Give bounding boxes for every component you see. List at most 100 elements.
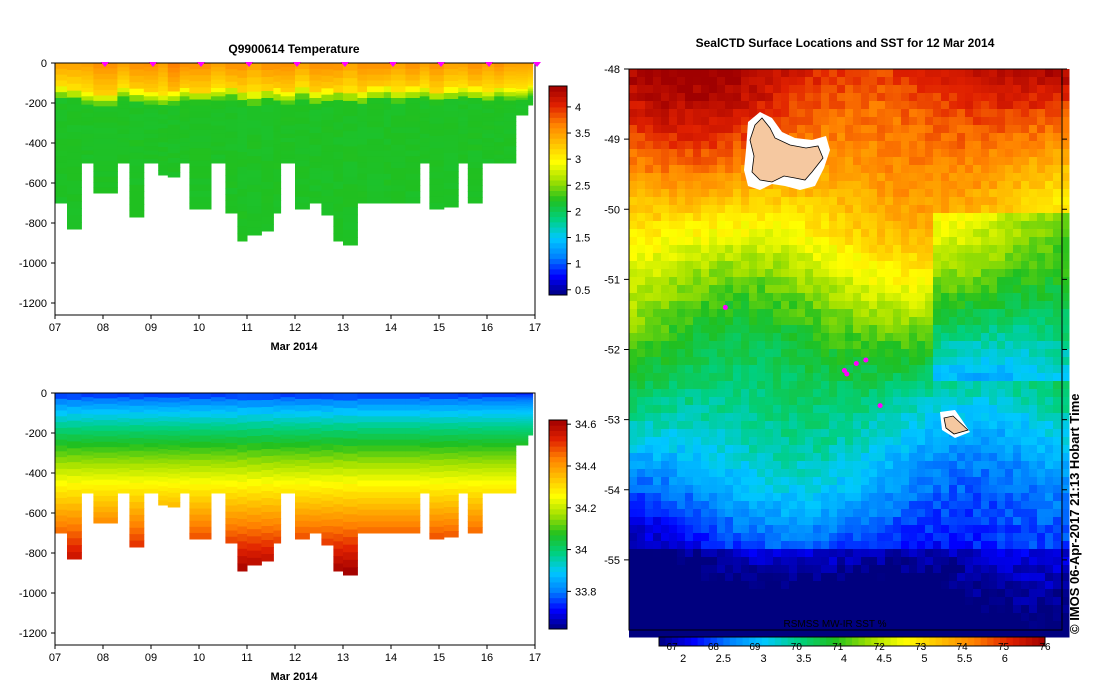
colorbar-label: 0.5 (575, 285, 590, 297)
section-cell (467, 138, 483, 146)
sst-cell (1013, 229, 1022, 238)
section-cell (261, 91, 274, 99)
sst-cell (1037, 373, 1046, 382)
sst-cell (677, 261, 686, 270)
section-cell (247, 471, 262, 480)
sst-cell (637, 253, 646, 262)
sst-cell (965, 381, 974, 390)
section-cell (117, 158, 130, 164)
sst-cell (693, 77, 702, 86)
sst-cell (677, 149, 686, 158)
sst-cell (701, 405, 710, 414)
section-cell (211, 71, 226, 76)
sst-cell (813, 245, 822, 254)
section-cell (343, 408, 358, 417)
section-cell (179, 88, 190, 93)
sst-cell (701, 157, 710, 166)
sst-cell (797, 261, 806, 270)
sst-cell (1053, 69, 1062, 78)
section-cell (458, 443, 469, 448)
sst-cell (845, 109, 854, 118)
sst-cell (901, 301, 910, 310)
sst-cell (917, 253, 926, 262)
section-cell (343, 222, 358, 231)
sst-cell (637, 317, 646, 326)
sst-cell (1053, 373, 1062, 382)
section-cell (443, 87, 459, 94)
sst-cell (685, 341, 694, 350)
sst-cell (757, 437, 766, 446)
sst-cell (957, 165, 966, 174)
sst-cell (1005, 381, 1014, 390)
section-cell (167, 483, 181, 489)
sst-cell (821, 125, 830, 134)
section-cell (391, 498, 406, 505)
section-cell (117, 397, 130, 402)
section-cell (81, 484, 94, 490)
section-cell (383, 197, 392, 204)
sst-cell (693, 277, 702, 286)
sst-cell (741, 117, 750, 126)
section-cell (419, 422, 430, 427)
sst-cell (965, 317, 974, 326)
sst-cell (909, 373, 918, 382)
sst-cell (877, 125, 886, 134)
sst-cell (637, 493, 646, 502)
sst-cell (805, 445, 814, 454)
section-cell (117, 430, 130, 436)
section-cell (527, 422, 534, 425)
sst-cell (941, 269, 950, 278)
section-cell (81, 96, 94, 101)
sst-cell (973, 317, 982, 326)
sst-cell (909, 213, 918, 222)
sst-cell (909, 253, 918, 262)
sst-cell (925, 165, 934, 174)
sst-cell (845, 437, 854, 446)
sst-cell (629, 445, 638, 454)
sst-cell (1045, 413, 1054, 422)
sst-cell (885, 389, 894, 398)
section-cell (503, 88, 517, 93)
sst-cell (925, 101, 934, 110)
sst-cell (669, 165, 678, 174)
sst-cell (749, 357, 758, 366)
section-cell (211, 480, 226, 486)
sst-cell (821, 381, 830, 390)
colorbar-label: 33.8 (575, 586, 596, 598)
sst-cell (773, 117, 782, 126)
section-cell (515, 73, 529, 77)
sst-cell (829, 117, 838, 126)
sst-cell (1005, 405, 1014, 414)
sst-cell (973, 301, 982, 310)
section-cell (295, 490, 310, 497)
sst-cell (733, 157, 742, 166)
sst-cell (949, 93, 958, 102)
sst-cell (685, 373, 694, 382)
sst-cell (965, 333, 974, 342)
sst-cell (701, 77, 710, 86)
sst-cell (869, 309, 878, 318)
sst-cell (781, 333, 790, 342)
colorbar-swatch (549, 576, 567, 583)
sst-cell (885, 445, 894, 454)
sst-cell (773, 421, 782, 430)
section-cell (179, 422, 190, 427)
section-cell (333, 393, 344, 401)
sst-cell (677, 349, 686, 358)
sst-cell (773, 341, 782, 350)
sst-cell (1021, 117, 1030, 126)
section-cell (295, 63, 310, 70)
sst-cell (637, 157, 646, 166)
sst-cell (781, 413, 790, 422)
section-cell (280, 92, 296, 97)
section-cell (143, 393, 159, 398)
section-cell (333, 100, 344, 108)
section-cell (93, 122, 118, 129)
sst-cell (813, 189, 822, 198)
sst-cell (1021, 333, 1030, 342)
sst-cell (949, 245, 958, 254)
sst-cell (917, 133, 926, 142)
section-cell (515, 403, 529, 407)
section-cell (67, 180, 82, 188)
sst-cell (989, 493, 998, 502)
